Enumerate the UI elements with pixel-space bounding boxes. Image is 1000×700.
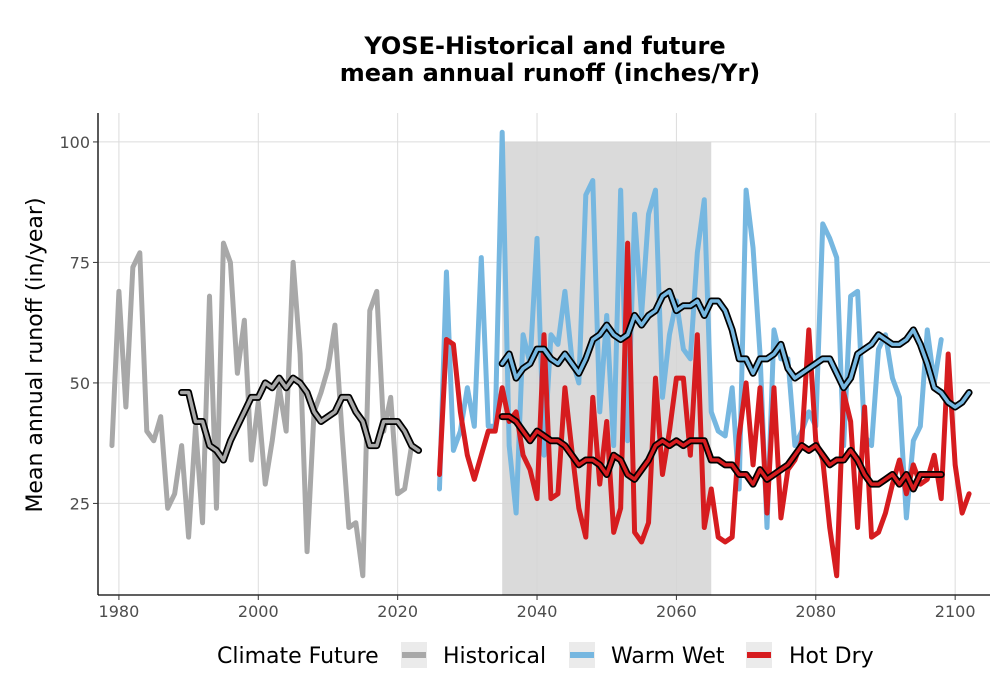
y-axis-ticks: 25 50 75 100 bbox=[59, 133, 98, 513]
x-axis-ticks: 1980 2000 2020 2040 2060 2080 2100 bbox=[99, 595, 976, 621]
legend-label-warm-wet: Warm Wet bbox=[611, 644, 725, 669]
y-tick-label-50: 50 bbox=[70, 374, 90, 393]
hot-dry-annual-line bbox=[436, 240, 972, 579]
historical-annual-line bbox=[109, 240, 415, 579]
legend: Climate Future Historical Warm Wet Hot D… bbox=[217, 642, 874, 669]
historical-moving-average-line bbox=[179, 376, 421, 462]
hot-dry-moving-average-line bbox=[500, 414, 943, 491]
x-tick-label-2020: 2020 bbox=[377, 602, 418, 621]
warm-wet-annual-line bbox=[436, 129, 944, 531]
series-layer bbox=[109, 129, 973, 579]
y-tick-label-100: 100 bbox=[59, 133, 90, 152]
shaded-period-region bbox=[502, 141, 712, 596]
x-tick-label-2080: 2080 bbox=[795, 602, 836, 621]
x-tick-label-1980: 1980 bbox=[99, 602, 140, 621]
legend-label-hot-dry: Hot Dry bbox=[789, 644, 874, 669]
y-tick-label-25: 25 bbox=[70, 494, 90, 513]
x-tick-label-2000: 2000 bbox=[238, 602, 279, 621]
x-tick-label-2040: 2040 bbox=[517, 602, 558, 621]
y-tick-label-75: 75 bbox=[70, 253, 90, 272]
warm-wet-moving-average-line bbox=[500, 289, 971, 409]
chart-title-line-2: mean annual runoff (inches/Yr) bbox=[340, 59, 761, 87]
legend-title: Climate Future bbox=[217, 644, 379, 669]
x-tick-label-2100: 2100 bbox=[935, 602, 976, 621]
chart-title-line-1: YOSE-Historical and future bbox=[363, 32, 725, 60]
legend-label-historical: Historical bbox=[443, 644, 546, 669]
x-tick-label-2060: 2060 bbox=[656, 602, 697, 621]
y-axis-title: Mean annual runoff (in/year) bbox=[23, 197, 48, 512]
